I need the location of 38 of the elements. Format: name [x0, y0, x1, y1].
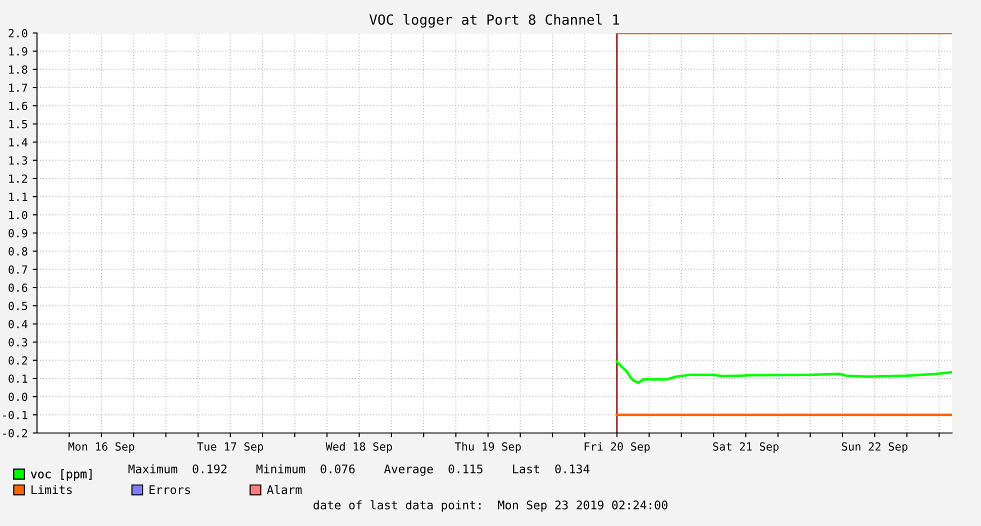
- x-tick-label: Mon 16 Sep: [68, 442, 134, 453]
- y-tick-label: -0.2: [3, 429, 28, 438]
- y-tick-label: 2.0: [8, 29, 28, 38]
- y-tick-label: 0.4: [8, 320, 28, 328]
- y-tick-label: 1.4: [9, 138, 28, 146]
- legend-label: voc [ppm]: [30, 469, 92, 481]
- y-tick-label: 0.0: [8, 392, 28, 402]
- y-tick-label: 1.6: [9, 102, 28, 110]
- legend-label: Limits: [32, 485, 72, 494]
- y-tick-label: 1.0: [9, 210, 28, 220]
- y-tick-label: 1.9: [9, 47, 28, 56]
- y-tick-label: 0.7: [8, 265, 28, 274]
- chart-title: VOC logger at Port 8 Channel 1: [369, 14, 619, 28]
- y-tick-label: 1.1: [9, 192, 28, 201]
- text: date of last data point: Mon Sep 23 2019 02:24:00: [314, 500, 668, 512]
- line-series: [616, 360, 952, 384]
- x-tick-label: Fri 20 Sep: [584, 442, 650, 453]
- y-tick-label: 1.8: [9, 65, 28, 74]
- x-tick-label: Sat 21 Sep: [713, 442, 779, 453]
- y-tick-label: 0.6: [8, 284, 28, 292]
- y-tick-label: 0.1: [8, 374, 28, 383]
- y-tick-label: 0.8: [8, 247, 28, 256]
- x-tick-label: Sun 22 Sep: [842, 442, 908, 453]
- y-tick-label: 1.7: [9, 84, 28, 92]
- x-tick-label: Tue 17 Sep: [197, 442, 264, 453]
- x-tick-label: Thu 19 Sep: [454, 442, 521, 453]
- y-tick-label: -0.1: [3, 410, 28, 420]
- y-tick-label: 1.5: [9, 120, 28, 128]
- y-tick-label: 0.3: [8, 338, 28, 346]
- legend-label: Errors: [150, 485, 190, 494]
- y-tick-label: 0.2: [8, 356, 28, 365]
- y-tick-label: 0.5: [8, 302, 28, 310]
- y-tick-label: 1.2: [9, 174, 28, 183]
- text: Maximum 0.192 Minimum 0.076 Average 0.115 Last 0.134: [128, 464, 590, 476]
- legend-label: Alarm: [266, 484, 302, 494]
- y-tick-label: 0.9: [8, 229, 28, 238]
- x-tick-label: Wed 18 Sep: [326, 442, 392, 453]
- y-tick-label: 1.3: [9, 156, 28, 165]
